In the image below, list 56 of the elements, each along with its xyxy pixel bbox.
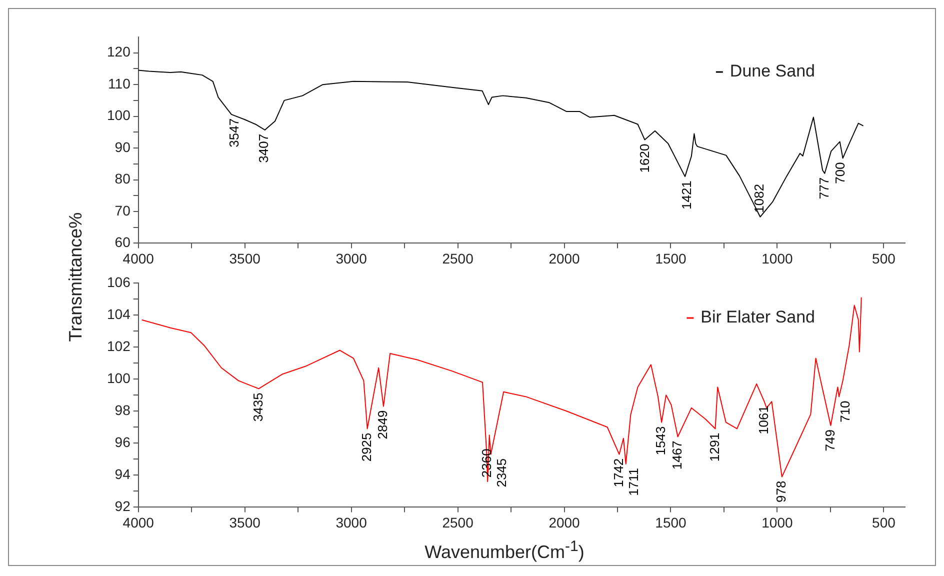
annotation: 3435 bbox=[250, 392, 266, 422]
annotation: 978 bbox=[773, 480, 788, 502]
y-tick-label: 120 bbox=[107, 44, 131, 60]
annotation: 749 bbox=[822, 430, 838, 452]
annotation: 2849 bbox=[375, 410, 390, 440]
annotation: 3407 bbox=[256, 134, 272, 163]
annotation: 1421 bbox=[679, 180, 694, 210]
y-tick-label: 100 bbox=[107, 370, 131, 386]
x-tick-label: 2500 bbox=[442, 514, 474, 530]
x-tick-label: 3500 bbox=[229, 514, 261, 530]
y-tick-label: 102 bbox=[107, 338, 131, 354]
annotation: 1742 bbox=[610, 458, 626, 488]
x-tick-label: 1500 bbox=[655, 250, 687, 266]
annotation: 1543 bbox=[653, 426, 668, 456]
y-tick-label: 104 bbox=[107, 306, 131, 322]
x-tick-label: 3000 bbox=[336, 250, 368, 266]
x-tick-label: 500 bbox=[872, 250, 896, 266]
x-tick-label: 1000 bbox=[762, 514, 794, 530]
annotation: 710 bbox=[837, 400, 852, 422]
x-tick-label: 2000 bbox=[548, 514, 580, 530]
y-tick-label: 60 bbox=[114, 234, 131, 250]
y-axis-title: Transmittance% bbox=[66, 212, 86, 342]
y-tick-label: 110 bbox=[108, 75, 131, 92]
annotation: 1467 bbox=[669, 440, 684, 470]
x-tick-label: 1500 bbox=[655, 514, 687, 530]
y-tick-label: 94 bbox=[114, 466, 131, 482]
y-tick-label: 80 bbox=[114, 170, 131, 187]
annotation: 777 bbox=[816, 177, 832, 200]
x-tick-label: 4000 bbox=[122, 250, 154, 266]
annotation: 1061 bbox=[756, 406, 771, 434]
legend-label: Dune Sand bbox=[730, 62, 816, 81]
annotation: 1291 bbox=[706, 432, 722, 462]
x-axis-title: Wavenumber(Cm$^{-1}$) bbox=[424, 538, 586, 563]
y-tick-label: 96 bbox=[114, 434, 131, 450]
y-tick-label: 90 bbox=[114, 138, 131, 155]
x-tick-label: 2500 bbox=[442, 250, 474, 266]
annotation: 2925 bbox=[358, 432, 374, 462]
x-tick-label: 1000 bbox=[762, 250, 794, 266]
annotation: 1620 bbox=[636, 144, 652, 173]
x-tick-label: 4000 bbox=[122, 514, 154, 530]
annotation: 1082 bbox=[751, 184, 766, 213]
annotation: 2345 bbox=[494, 458, 510, 488]
y-tick-label: 98 bbox=[114, 402, 131, 418]
y-tick-label: 92 bbox=[114, 498, 131, 514]
x-tick-label: 2000 bbox=[548, 250, 580, 266]
annotation: 2360 bbox=[479, 448, 494, 478]
y-tick-label: 100 bbox=[107, 107, 131, 124]
x-tick-label: 3000 bbox=[336, 514, 368, 530]
x-tick-label: 500 bbox=[872, 514, 896, 530]
annotation: 1711 bbox=[626, 468, 641, 496]
y-tick-label: 106 bbox=[107, 274, 131, 290]
x-tick-label: 3500 bbox=[229, 250, 261, 266]
y-tick-label: 70 bbox=[114, 202, 131, 218]
legend-label: Bir Elater Sand bbox=[700, 308, 816, 327]
annotation: 700 bbox=[832, 162, 848, 184]
annotation: 3547 bbox=[226, 118, 242, 148]
